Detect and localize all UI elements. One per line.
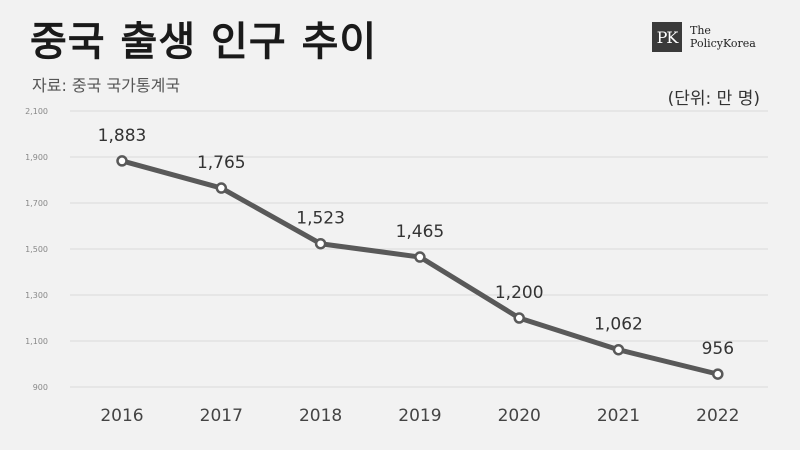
logo: PK The PolicyKorea <box>652 22 756 52</box>
data-label: 1,465 <box>396 222 445 242</box>
data-label: 1,883 <box>98 126 147 146</box>
data-point <box>612 343 625 356</box>
y-tick-label: 1,500 <box>25 245 48 254</box>
chart-title: 중국 출생 인구 추이 <box>30 19 378 65</box>
data-label: 1,765 <box>197 153 246 173</box>
x-tick-label: 2021 <box>597 406 640 426</box>
data-point <box>116 155 128 167</box>
x-tick-label: 2022 <box>696 406 739 426</box>
x-axis: 2016 2017 2018 2019 2020 2021 2022 <box>100 406 739 426</box>
y-tick-label: 2,100 <box>25 107 48 116</box>
data-point <box>215 182 228 194</box>
series-layer <box>116 155 724 380</box>
y-axis: 900 1,100 1,300 1,500 1,700 1,900 2,100 <box>25 107 48 392</box>
y-tick-label: 1,100 <box>25 337 48 346</box>
data-label: 956 <box>702 339 734 359</box>
x-tick-label: 2016 <box>100 406 143 426</box>
logo-text: The PolicyKorea <box>690 24 756 50</box>
y-tick-label: 1,700 <box>25 199 48 208</box>
data-point <box>712 368 724 380</box>
series-line <box>119 158 721 377</box>
x-tick-label: 2018 <box>299 406 342 426</box>
y-tick-label: 900 <box>33 383 48 392</box>
y-tick-label: 1,900 <box>25 153 48 162</box>
unit-note: (단위: 만 명) <box>667 89 760 109</box>
logo-line-1: The <box>690 24 711 37</box>
x-tick-label: 2020 <box>498 406 541 426</box>
data-label: 1,523 <box>296 209 345 229</box>
x-tick-label: 2017 <box>200 406 243 426</box>
source-note: 자료: 중국 국가통계국 <box>32 76 181 95</box>
data-label: 1,200 <box>495 283 544 303</box>
logo-line-2: PolicyKorea <box>690 37 756 50</box>
x-tick-label: 2019 <box>398 406 441 426</box>
y-tick-label: 1,300 <box>25 291 48 300</box>
data-point <box>513 312 525 324</box>
data-label-layer: 1,883 1,765 1,523 1,465 1,200 1,062 956 <box>98 126 734 359</box>
logo-mark: PK <box>652 22 682 52</box>
grid-layer <box>70 110 768 388</box>
data-label: 1,062 <box>594 315 643 335</box>
data-point <box>414 251 426 263</box>
data-point <box>314 237 327 250</box>
